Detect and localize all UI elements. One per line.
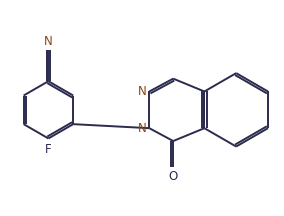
Text: O: O [169, 170, 178, 183]
Text: N: N [138, 85, 147, 98]
Text: N: N [44, 35, 53, 48]
Text: N: N [138, 122, 147, 135]
Text: F: F [45, 143, 52, 156]
